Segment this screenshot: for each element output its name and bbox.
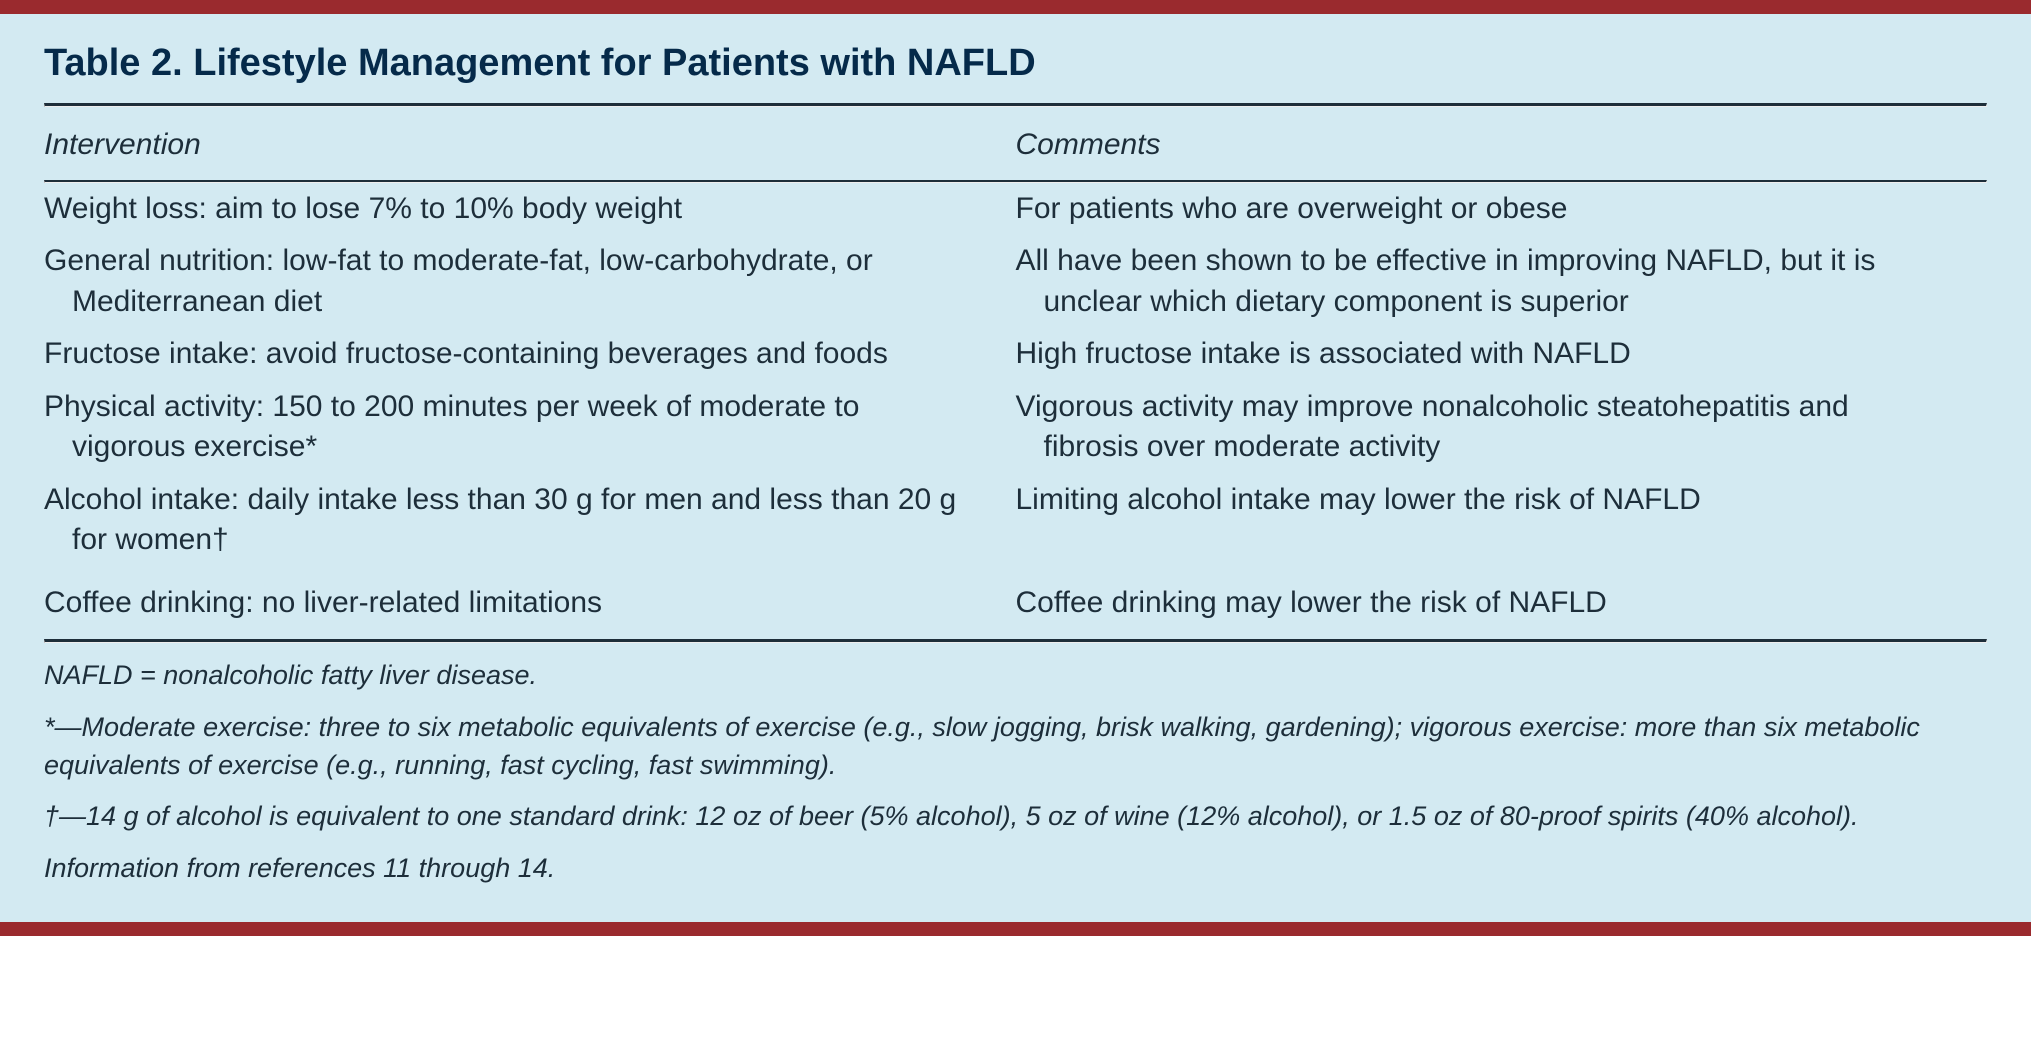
table-row: Fructose intake: avoid fructose-containi… bbox=[44, 328, 1987, 381]
top-bar bbox=[0, 0, 2031, 14]
table-row: Physical activity: 150 to 200 minutes pe… bbox=[44, 381, 1987, 474]
cell-intervention: Coffee drinking: no liver-related limita… bbox=[44, 583, 976, 624]
footnote: †—14 g of alcohol is equivalent to one s… bbox=[44, 798, 1987, 836]
cell-intervention: Alcohol intake: daily intake less than 3… bbox=[44, 480, 976, 561]
col-header-comments: Comments bbox=[1016, 107, 1988, 180]
footnote: *—Moderate exercise: three to six metabo… bbox=[44, 709, 1987, 785]
bottom-rule-row bbox=[44, 629, 1987, 643]
table-row: Coffee drinking: no liver-related limita… bbox=[44, 567, 1987, 630]
cell-intervention: Fructose intake: avoid fructose-containi… bbox=[44, 334, 976, 375]
footnote: Information from references 11 through 1… bbox=[44, 850, 1987, 888]
cell-intervention: Weight loss: aim to lose 7% to 10% body … bbox=[44, 189, 976, 230]
cell-intervention: General nutrition: low-fat to moderate-f… bbox=[44, 241, 976, 322]
cell-comment: High fructose intake is associated with … bbox=[1016, 334, 1948, 375]
cell-comment: For patients who are overweight or obese bbox=[1016, 189, 1948, 230]
cell-comment: All have been shown to be effective in i… bbox=[1016, 241, 1948, 322]
col-header-intervention: Intervention bbox=[44, 107, 1016, 180]
cell-comment: Coffee drinking may lower the risk of NA… bbox=[1016, 583, 1948, 624]
data-table: Intervention Comments Weight loss: aim t… bbox=[44, 107, 1987, 643]
table-container: Table 2. Lifestyle Management for Patien… bbox=[0, 0, 2031, 936]
footnotes: NAFLD = nonalcoholic fatty liver disease… bbox=[44, 643, 1987, 888]
table-body: Weight loss: aim to lose 7% to 10% body … bbox=[44, 180, 1987, 644]
bottom-bar bbox=[0, 922, 2031, 936]
cell-comment: Vigorous activity may improve nonalcohol… bbox=[1016, 387, 1948, 468]
cell-intervention: Physical activity: 150 to 200 minutes pe… bbox=[44, 387, 976, 468]
table-title: Table 2. Lifestyle Management for Patien… bbox=[44, 42, 1987, 85]
header-row: Intervention Comments bbox=[44, 107, 1987, 180]
table-row: Weight loss: aim to lose 7% to 10% body … bbox=[44, 183, 1987, 236]
table-row: General nutrition: low-fat to moderate-f… bbox=[44, 235, 1987, 328]
cell-comment: Limiting alcohol intake may lower the ri… bbox=[1016, 480, 1948, 521]
table-panel: Table 2. Lifestyle Management for Patien… bbox=[0, 14, 2031, 922]
table-row: Alcohol intake: daily intake less than 3… bbox=[44, 474, 1987, 567]
footnote: NAFLD = nonalcoholic fatty liver disease… bbox=[44, 657, 1987, 695]
